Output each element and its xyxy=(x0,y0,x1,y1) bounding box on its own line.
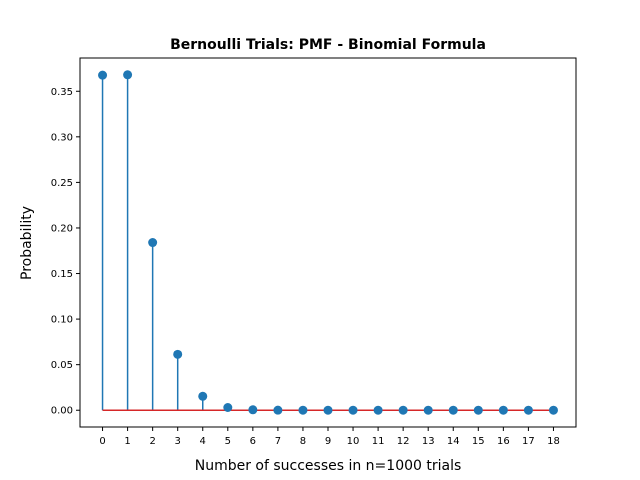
x-tick-label: 5 xyxy=(225,436,231,447)
y-tick-label: 0.30 xyxy=(51,132,73,143)
x-tick-label: 9 xyxy=(325,436,331,447)
x-tick-label: 18 xyxy=(547,436,560,447)
y-tick-label: 0.05 xyxy=(51,360,73,371)
x-tick-label: 14 xyxy=(447,436,460,447)
x-tick-label: 13 xyxy=(422,436,435,447)
stem-marker xyxy=(523,405,533,415)
x-tick-label: 10 xyxy=(347,436,360,447)
stem-marker xyxy=(298,405,308,415)
stem-marker xyxy=(98,70,108,80)
x-tick-label: 0 xyxy=(99,436,105,447)
stem-marker xyxy=(323,405,333,415)
stem-marker xyxy=(398,405,408,415)
x-tick-label: 8 xyxy=(300,436,306,447)
x-tick-label: 2 xyxy=(149,436,155,447)
stem-marker xyxy=(198,391,208,401)
stem-marker xyxy=(548,405,558,415)
stem-marker xyxy=(273,405,283,415)
stem-marker xyxy=(223,402,233,412)
x-tick-label: 16 xyxy=(497,436,510,447)
stem-marker xyxy=(348,405,358,415)
y-tick-label: 0.20 xyxy=(51,223,73,234)
stem-marker xyxy=(423,405,433,415)
x-axis-ticks: 0 1 2 3 4 5 6 7 8 9 10 11 12 13 14 15 16 17 18 xyxy=(99,427,560,447)
y-axis-ticks: 0.00 0.05 0.10 0.15 0.20 0.25 0.30 0.35 xyxy=(51,87,80,417)
y-axis-label: Probability xyxy=(19,206,35,280)
x-tick-label: 6 xyxy=(250,436,256,447)
y-tick-label: 0.00 xyxy=(51,406,73,417)
stem-marker xyxy=(148,238,158,248)
chart-title: Bernoulli Trials: PMF - Binomial Formula xyxy=(170,37,486,53)
x-tick-label: 12 xyxy=(397,436,410,447)
y-tick-label: 0.35 xyxy=(51,87,73,98)
x-tick-label: 1 xyxy=(124,436,130,447)
plot-layer xyxy=(98,70,558,415)
x-tick-label: 15 xyxy=(472,436,485,447)
x-tick-label: 3 xyxy=(175,436,181,447)
y-tick-label: 0.25 xyxy=(51,178,73,189)
x-axis-label: Number of successes in n=1000 trials xyxy=(195,458,462,474)
stem-marker xyxy=(448,405,458,415)
stem-marker xyxy=(473,405,483,415)
y-tick-label: 0.10 xyxy=(51,315,73,326)
stem-marker xyxy=(123,70,133,80)
x-tick-label: 4 xyxy=(200,436,206,447)
x-tick-label: 11 xyxy=(372,436,385,447)
stem-marker xyxy=(498,405,508,415)
y-tick-label: 0.15 xyxy=(51,269,73,280)
x-tick-label: 17 xyxy=(522,436,535,447)
stem-marker xyxy=(248,405,258,415)
stem-marker xyxy=(373,405,383,415)
x-tick-label: 7 xyxy=(275,436,281,447)
stem-marker xyxy=(173,349,183,359)
